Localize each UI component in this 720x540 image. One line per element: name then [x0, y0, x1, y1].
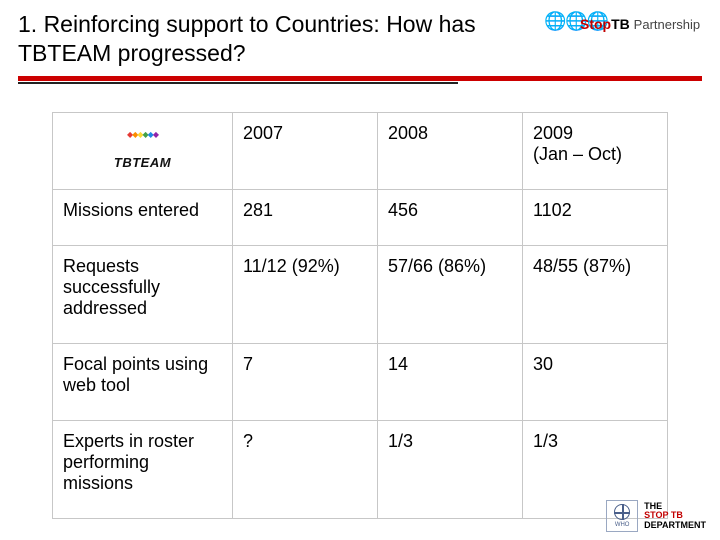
cell: 14	[378, 343, 523, 420]
cell: 1102	[523, 189, 668, 245]
col-header: 2008	[378, 112, 523, 189]
col-header: 2009 (Jan – Oct)	[523, 112, 668, 189]
table-row: Experts in roster performing missions ? …	[53, 420, 668, 518]
who-label: WHO	[615, 522, 630, 528]
cell: 30	[523, 343, 668, 420]
cell: 48/55 (87%)	[523, 245, 668, 343]
row-label: Focal points using web tool	[53, 343, 233, 420]
logo-text: StopTB Partnership	[580, 16, 700, 32]
logo-partnership: Partnership	[634, 17, 700, 32]
table-row: Focal points using web tool 7 14 30	[53, 343, 668, 420]
title-underline	[18, 82, 458, 84]
progress-table-wrap: ◆◆◆◆◆◆ TBTEAM 2007 2008 2009 (Jan – Oct)…	[52, 112, 668, 519]
stop-tb-partnership-logo: 🌐🌐🌐 StopTB Partnership	[544, 10, 704, 50]
tbteam-logo-label: TBTEAM	[103, 155, 183, 170]
cell: 281	[233, 189, 378, 245]
title-red-rule	[18, 76, 702, 81]
footer-logo: WHO THE STOP TB DEPARTMENT	[606, 500, 706, 532]
cell: ?	[233, 420, 378, 518]
page-title: 1. Reinforcing support to Countries: How…	[18, 10, 538, 68]
cell: 7	[233, 343, 378, 420]
header: 1. Reinforcing support to Countries: How…	[0, 0, 720, 72]
cell: 57/66 (86%)	[378, 245, 523, 343]
logo-stop: Stop	[580, 16, 611, 32]
row-label: Missions entered	[53, 189, 233, 245]
row-label: Requests successfully addressed	[53, 245, 233, 343]
table-header-row: ◆◆◆◆◆◆ TBTEAM 2007 2008 2009 (Jan – Oct)	[53, 112, 668, 189]
cell: 456	[378, 189, 523, 245]
progress-table: ◆◆◆◆◆◆ TBTEAM 2007 2008 2009 (Jan – Oct)…	[52, 112, 668, 519]
slide: 1. Reinforcing support to Countries: How…	[0, 0, 720, 540]
dept-line2: STOP TB	[644, 510, 683, 520]
tbteam-logo-cell: ◆◆◆◆◆◆ TBTEAM	[53, 112, 233, 189]
table-row: Requests successfully addressed 11/12 (9…	[53, 245, 668, 343]
cell: 11/12 (92%)	[233, 245, 378, 343]
stop-tb-department-label: THE STOP TB DEPARTMENT	[644, 502, 706, 530]
logo-tb: TB	[611, 16, 630, 32]
col-header: 2007	[233, 112, 378, 189]
cell: 1/3	[378, 420, 523, 518]
row-label: Experts in roster performing missions	[53, 420, 233, 518]
tbteam-logo-icon: ◆◆◆◆◆◆ TBTEAM	[103, 126, 183, 170]
who-logo-icon: WHO	[606, 500, 638, 532]
dept-line3: DEPARTMENT	[644, 521, 706, 530]
table-row: Missions entered 281 456 1102	[53, 189, 668, 245]
